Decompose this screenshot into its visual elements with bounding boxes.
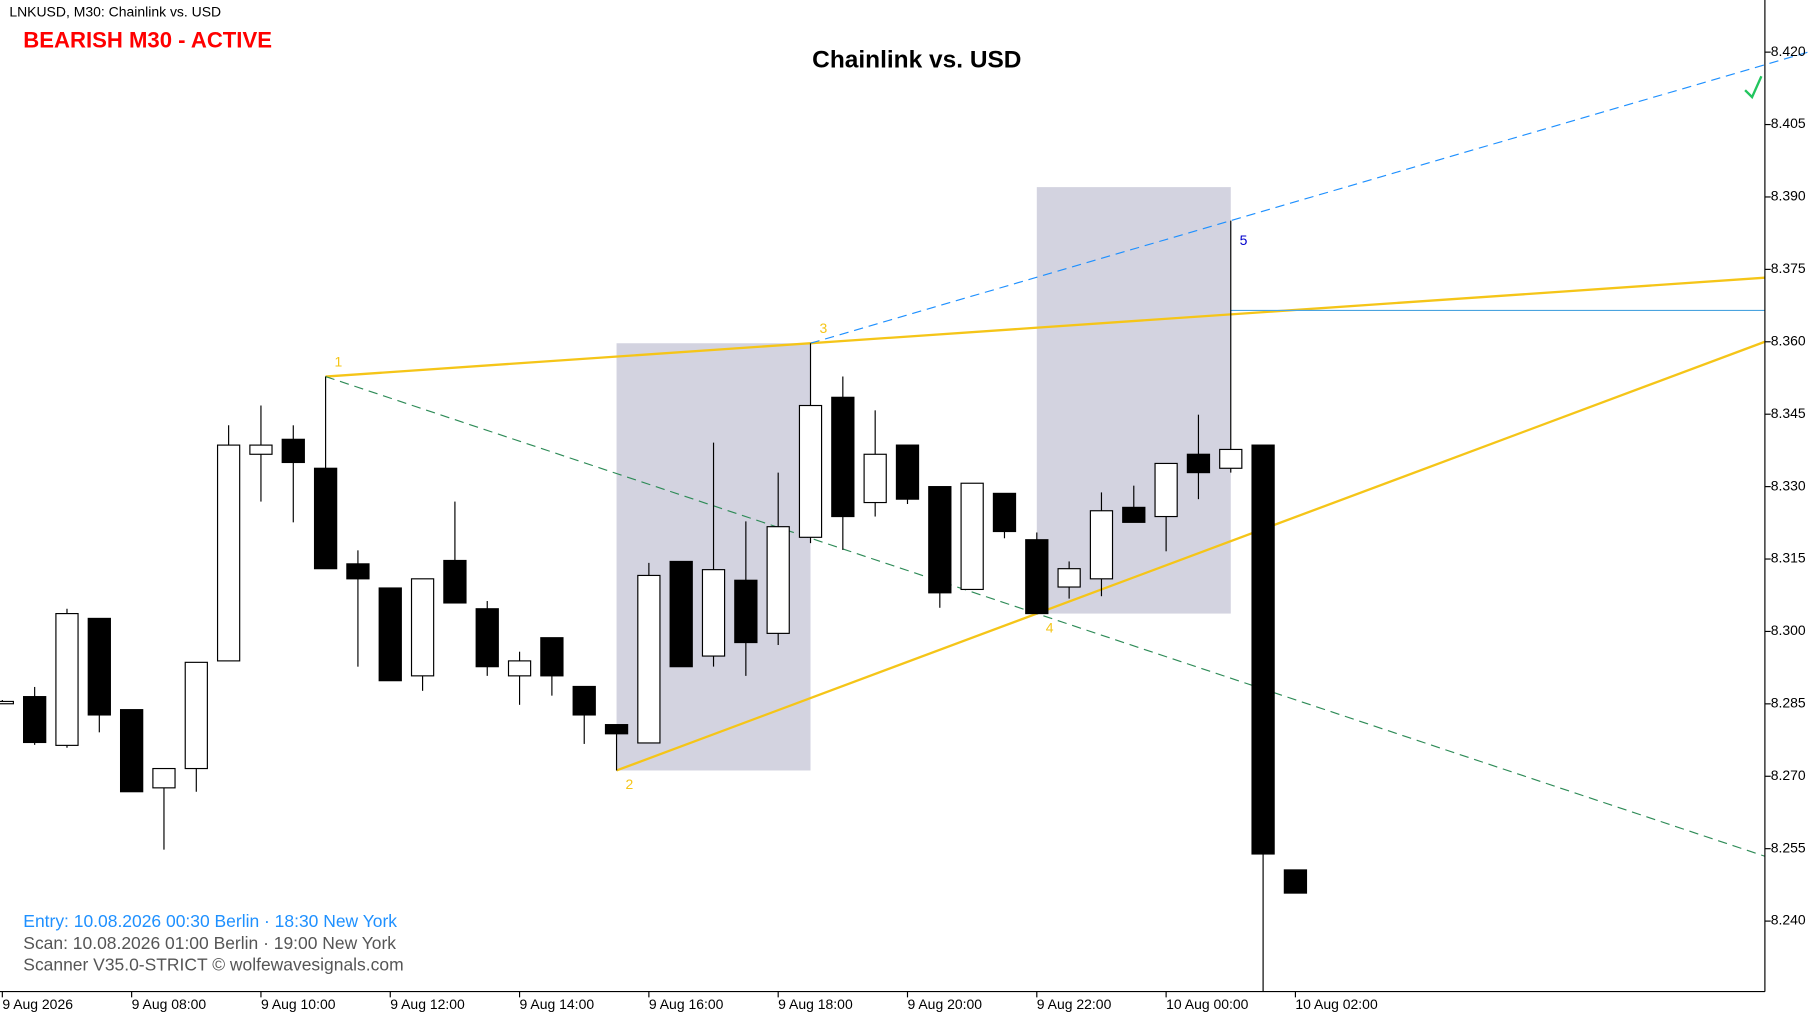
check-icon <box>1744 75 1763 100</box>
y-tick-label: 8.255 <box>1771 839 1806 855</box>
symbol-header: LNKUSD, M30: Chainlink vs. USD <box>9 3 221 19</box>
y-tick-label: 8.405 <box>1771 115 1806 131</box>
y-tick-label: 8.375 <box>1771 260 1806 276</box>
y-tick-label: 8.360 <box>1771 332 1806 348</box>
scanner-note: Scanner V35.0-STRICT © wolfewavesignals.… <box>23 955 403 975</box>
candle-body <box>1251 444 1275 855</box>
candle-body <box>895 444 920 500</box>
candle-body <box>960 482 984 591</box>
candle-body <box>637 574 661 744</box>
x-tick-label: 9 Aug 14:00 <box>520 996 595 1012</box>
candle-body <box>281 438 305 464</box>
candle-body <box>249 444 273 455</box>
candle-body <box>0 700 14 705</box>
y-tick-label: 8.300 <box>1771 622 1806 638</box>
wave-label: 1 <box>335 353 343 369</box>
candle-body <box>507 660 532 677</box>
candle-body <box>410 578 435 677</box>
candle-body <box>23 696 47 744</box>
candle-body <box>540 637 564 677</box>
wave-label: 5 <box>1240 232 1248 248</box>
x-tick-label: 10 Aug 02:00 <box>1295 996 1378 1012</box>
x-tick-label: 9 Aug 12:00 <box>390 996 465 1012</box>
candle-body <box>766 526 790 634</box>
scan-note: Scan: 10.08.2026 01:00 Berlin · 19:00 Ne… <box>23 933 396 953</box>
y-tick-label: 8.315 <box>1771 550 1806 566</box>
zone <box>1036 187 1231 614</box>
candle-body <box>119 709 144 793</box>
candle-body <box>1089 510 1114 580</box>
candle-body <box>701 569 726 657</box>
candle-body <box>572 685 596 716</box>
trend-line <box>325 375 1766 857</box>
y-tick-label: 8.390 <box>1771 188 1806 204</box>
x-tick-label: 9 Aug 2026 <box>2 996 73 1012</box>
candle-body <box>184 661 208 770</box>
trend-line <box>325 276 1765 378</box>
candle-body <box>734 579 758 644</box>
candle-body <box>831 396 855 518</box>
candle-body <box>443 559 467 604</box>
y-tick-label: 8.420 <box>1771 43 1806 59</box>
trend-line <box>616 340 1766 772</box>
candle-body <box>475 608 499 668</box>
candle-body <box>55 613 79 746</box>
candle-body <box>928 486 952 594</box>
x-tick-label: 10 Aug 00:00 <box>1166 996 1249 1012</box>
candle-body <box>1025 539 1049 615</box>
candle-body <box>798 404 823 538</box>
candle-body <box>669 560 693 668</box>
candle-body <box>1283 869 1308 894</box>
x-tick-label: 9 Aug 10:00 <box>261 996 336 1012</box>
candle-body <box>1122 506 1146 523</box>
entry-note: Entry: 10.08.2026 00:30 Berlin · 18:30 N… <box>23 911 397 931</box>
x-tick-label: 9 Aug 20:00 <box>907 996 982 1012</box>
candle-body <box>1057 568 1081 588</box>
candle-body <box>313 467 338 570</box>
candle-body <box>216 444 241 662</box>
candles <box>0 220 1308 992</box>
candle-body <box>152 767 176 789</box>
trend-line <box>810 51 1808 344</box>
candle-body <box>87 617 111 716</box>
candle-body <box>863 453 887 504</box>
wave-label: 3 <box>819 320 827 336</box>
pattern-lines <box>325 51 1808 857</box>
candle-body <box>1154 462 1178 518</box>
x-tick-label: 9 Aug 08:00 <box>132 996 207 1012</box>
candle-body <box>1219 448 1243 469</box>
candle-body <box>1186 453 1211 474</box>
candle-body <box>992 492 1017 533</box>
y-tick-label: 8.285 <box>1771 695 1806 711</box>
x-tick-label: 9 Aug 18:00 <box>778 996 853 1012</box>
status: BEARISH M30 - ACTIVE <box>23 27 272 52</box>
chart-title: Chainlink vs. USD <box>812 47 1021 74</box>
candle-body <box>346 563 370 580</box>
candle-body <box>378 587 402 682</box>
y-tick-label: 8.240 <box>1771 912 1806 928</box>
wave-label: 2 <box>625 776 633 792</box>
x-tick-label: 9 Aug 16:00 <box>649 996 724 1012</box>
x-tick-label: 9 Aug 22:00 <box>1037 996 1112 1012</box>
candle-body <box>604 724 629 735</box>
y-tick-label: 8.330 <box>1771 477 1806 493</box>
y-tick-label: 8.270 <box>1771 767 1806 783</box>
y-tick-label: 8.345 <box>1771 405 1806 421</box>
wave-label: 4 <box>1046 619 1054 635</box>
